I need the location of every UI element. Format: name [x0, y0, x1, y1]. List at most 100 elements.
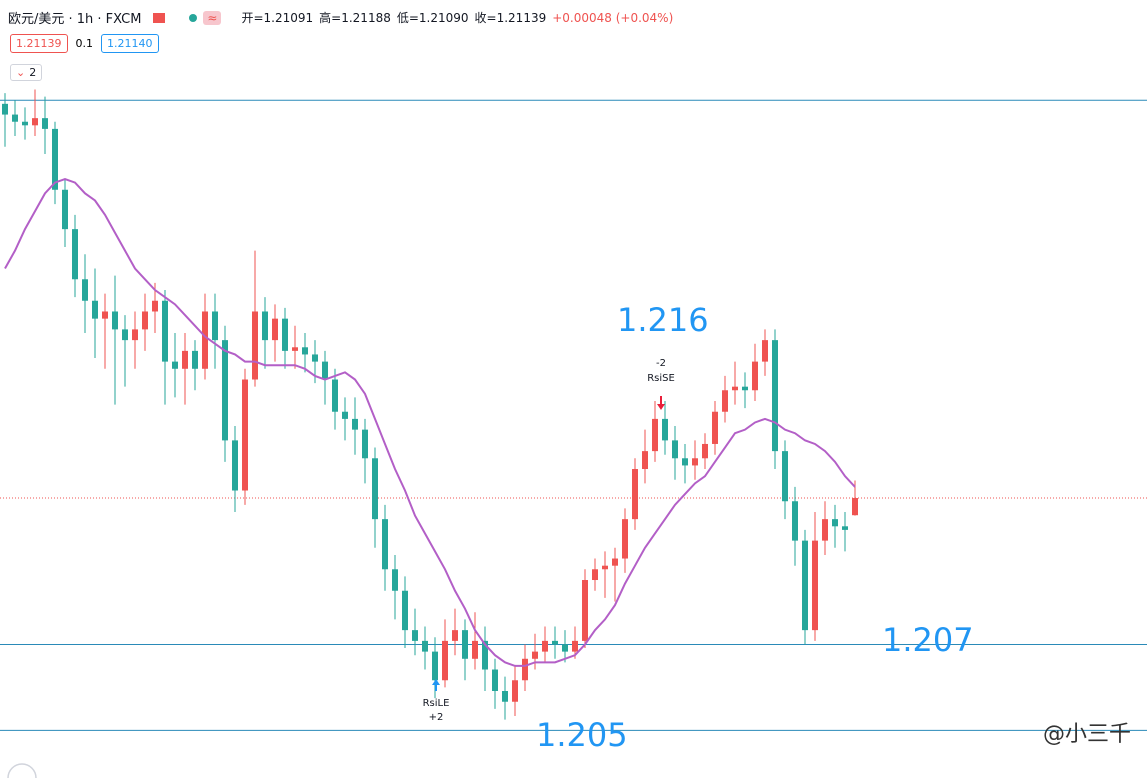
candle-body	[252, 311, 258, 380]
candle-body	[32, 118, 38, 126]
candle-body	[502, 690, 508, 702]
candle-body	[112, 311, 118, 330]
open: 开=1.21091	[241, 11, 314, 25]
candle-body	[472, 640, 478, 659]
candle-body	[722, 390, 728, 412]
candle-body	[82, 279, 88, 301]
close: 收=1.21139	[474, 11, 547, 25]
high: 高=1.21188	[319, 11, 391, 25]
candle-body	[392, 569, 398, 591]
buy-price[interactable]: 1.21140	[101, 34, 159, 53]
candle-body	[132, 329, 138, 341]
candle-body	[752, 361, 758, 391]
candle-body	[712, 411, 718, 444]
candle-body	[462, 630, 468, 659]
candle-body	[52, 128, 58, 190]
flag-icon[interactable]	[153, 12, 166, 23]
candle-body	[242, 379, 248, 491]
candle-body	[522, 658, 528, 681]
candle-body	[822, 519, 828, 541]
candle-body	[192, 350, 198, 369]
wave-icon[interactable]: ≈	[203, 10, 222, 25]
candle-body	[642, 451, 648, 470]
candle-body	[832, 519, 838, 527]
candle-body	[142, 311, 148, 330]
candle-body	[682, 458, 688, 466]
candle-body	[672, 440, 678, 459]
candle-body	[442, 640, 448, 681]
candle-body	[552, 640, 558, 645]
candle-body	[662, 418, 668, 441]
candle-body	[352, 418, 358, 430]
candle-body	[302, 347, 308, 355]
candle-body	[12, 114, 18, 122]
candle-body	[332, 379, 338, 412]
change: +0.00048 (+0.04%)	[552, 10, 674, 25]
candle-body	[292, 347, 298, 351]
candle-body	[772, 340, 778, 452]
candle-body	[482, 640, 488, 670]
candle-body	[492, 669, 498, 691]
candle-body	[652, 418, 658, 452]
candle-body	[592, 569, 598, 581]
candle-body	[512, 680, 518, 702]
candle-body	[42, 118, 48, 129]
buy-arrow	[432, 679, 440, 691]
signal-label: RsiLE	[423, 698, 450, 709]
candle-body	[532, 651, 538, 659]
signal-qty: -2	[656, 358, 666, 369]
corner-icon	[7, 763, 37, 778]
candle-body	[402, 590, 408, 631]
candle-body	[382, 519, 388, 570]
candle-body	[312, 354, 318, 362]
candle-body	[62, 189, 68, 230]
candle-body	[322, 361, 328, 380]
candle-body	[282, 318, 288, 351]
candle-body	[342, 411, 348, 419]
watermark: @小三千	[1042, 722, 1131, 747]
candle-body	[602, 565, 608, 570]
candle-body	[222, 340, 228, 441]
candle-body	[152, 300, 158, 312]
candle-body	[842, 526, 848, 530]
candle-body	[732, 386, 738, 391]
candle-body	[542, 640, 548, 652]
candle-body	[432, 651, 438, 681]
candle-body	[852, 498, 858, 516]
candle-body	[412, 630, 418, 641]
candle-body	[562, 644, 568, 652]
status-dot	[189, 13, 198, 22]
candle-body	[372, 458, 378, 520]
indicator-toggle[interactable]: ⌄ 2	[10, 64, 43, 81]
candle-body	[362, 429, 368, 459]
sell-price[interactable]: 1.21139	[10, 34, 68, 53]
spread: 0.1	[75, 37, 94, 50]
symbol: 欧元/美元 · 1h · FXCM	[8, 12, 142, 27]
candle-body	[702, 443, 708, 459]
candle-body	[792, 501, 798, 541]
candle-body	[212, 311, 218, 341]
candle-body	[162, 300, 168, 362]
candle-body	[582, 580, 588, 641]
candle-body	[622, 519, 628, 559]
candle-body	[742, 386, 748, 391]
price-annotation: 1.205	[536, 716, 628, 754]
candle-body	[632, 469, 638, 520]
candle-body	[612, 558, 618, 566]
candle-body	[272, 318, 278, 341]
price-annotation: 1.216	[617, 301, 709, 339]
candle-body	[22, 121, 28, 126]
candle-body	[2, 103, 8, 115]
candle-body	[172, 361, 178, 369]
candle-body	[72, 229, 78, 280]
price-annotation: 1.207	[882, 621, 974, 659]
candle-body	[692, 458, 698, 466]
candle-body	[122, 329, 128, 341]
candle-body	[452, 630, 458, 641]
candle-body	[232, 440, 238, 491]
candle-body	[572, 640, 578, 652]
indicator-count: 2	[29, 66, 37, 79]
moving-average	[4, 177, 856, 667]
signal-qty: +2	[429, 712, 444, 723]
